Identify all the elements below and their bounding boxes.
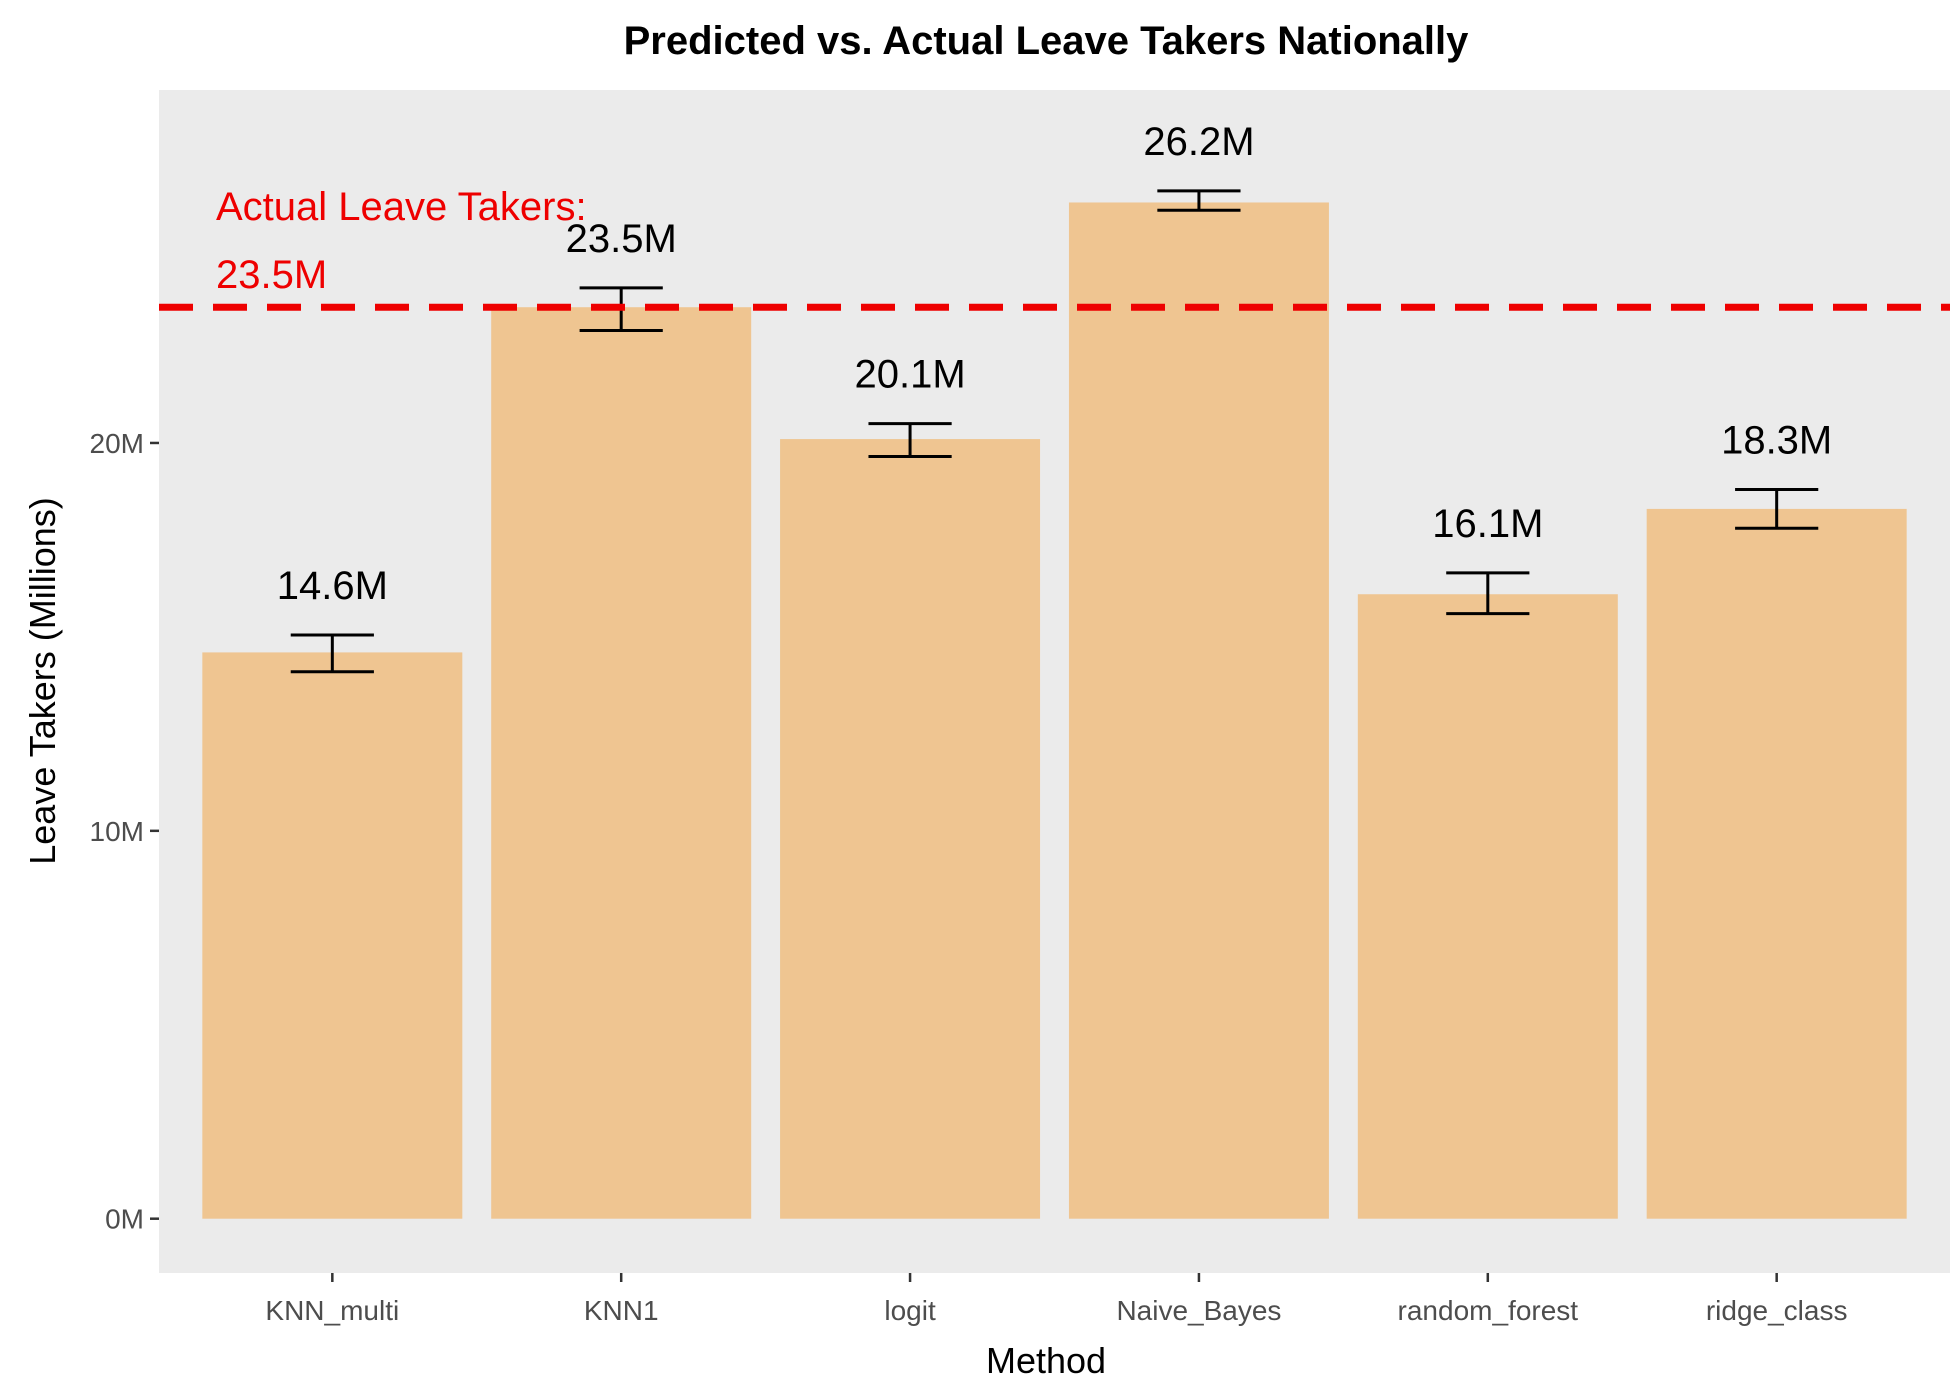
bar-KNN1 (491, 307, 752, 1219)
data-label-ridge_class: 18.3M (1721, 419, 1832, 463)
error-bar-Naive_Bayes (1157, 189, 1241, 212)
x-axis: KNN_multi KNN1 logit Naive_Bayes random_fore… (265, 1273, 1847, 1326)
error-bar-KNN_multi (290, 633, 374, 674)
bar-random_forest (1357, 594, 1618, 1219)
reference-line-layer: Actual Leave Takers: 23.5M (159, 185, 1950, 311)
x-tick-label-ridge_class: ridge_class (1706, 1295, 1848, 1326)
data-label-logit: 20.1M (854, 353, 965, 397)
bar-Naive_Bayes (1068, 202, 1329, 1219)
y-axis: 0M 10M 20M (90, 428, 159, 1235)
data-labels-layer: 14.6M 23.5M 20.1M 26.2M 16.1M 18.3M (277, 120, 1833, 608)
y-axis-title: Leave Takers (Millions) (22, 497, 63, 864)
reference-line-value-label: 23.5M (216, 253, 327, 297)
chart-title: Predicted vs. Actual Leave Takers Nation… (624, 19, 1470, 63)
bars-layer (202, 202, 1907, 1219)
y-tick-label-0: 0M (105, 1204, 144, 1235)
reference-line-label: Actual Leave Takers: (216, 185, 587, 229)
error-bar-ridge_class (1735, 488, 1819, 530)
y-tick-label-10: 10M (90, 816, 144, 847)
error-bar-random_forest (1446, 571, 1530, 616)
x-tick-label-logit: logit (884, 1295, 936, 1326)
x-tick-label-KNN1: KNN1 (584, 1295, 659, 1326)
bar-ridge_class (1646, 508, 1907, 1219)
x-tick-label-random_forest: random_forest (1398, 1295, 1579, 1326)
data-label-random_forest: 16.1M (1432, 502, 1543, 546)
data-label-KNN1: 23.5M (566, 217, 677, 261)
error-bar-logit (868, 422, 952, 459)
bar-KNN_multi (202, 652, 463, 1219)
bar-logit (780, 439, 1041, 1219)
y-tick-label-20: 20M (90, 428, 144, 459)
x-tick-label-Naive_Bayes: Naive_Bayes (1116, 1295, 1281, 1326)
x-axis-title: Method (986, 1340, 1106, 1381)
data-label-Naive_Bayes: 26.2M (1143, 120, 1254, 164)
data-label-KNN_multi: 14.6M (277, 564, 388, 608)
error-bars-layer (290, 189, 1819, 674)
x-tick-label-KNN_multi: KNN_multi (265, 1295, 399, 1326)
